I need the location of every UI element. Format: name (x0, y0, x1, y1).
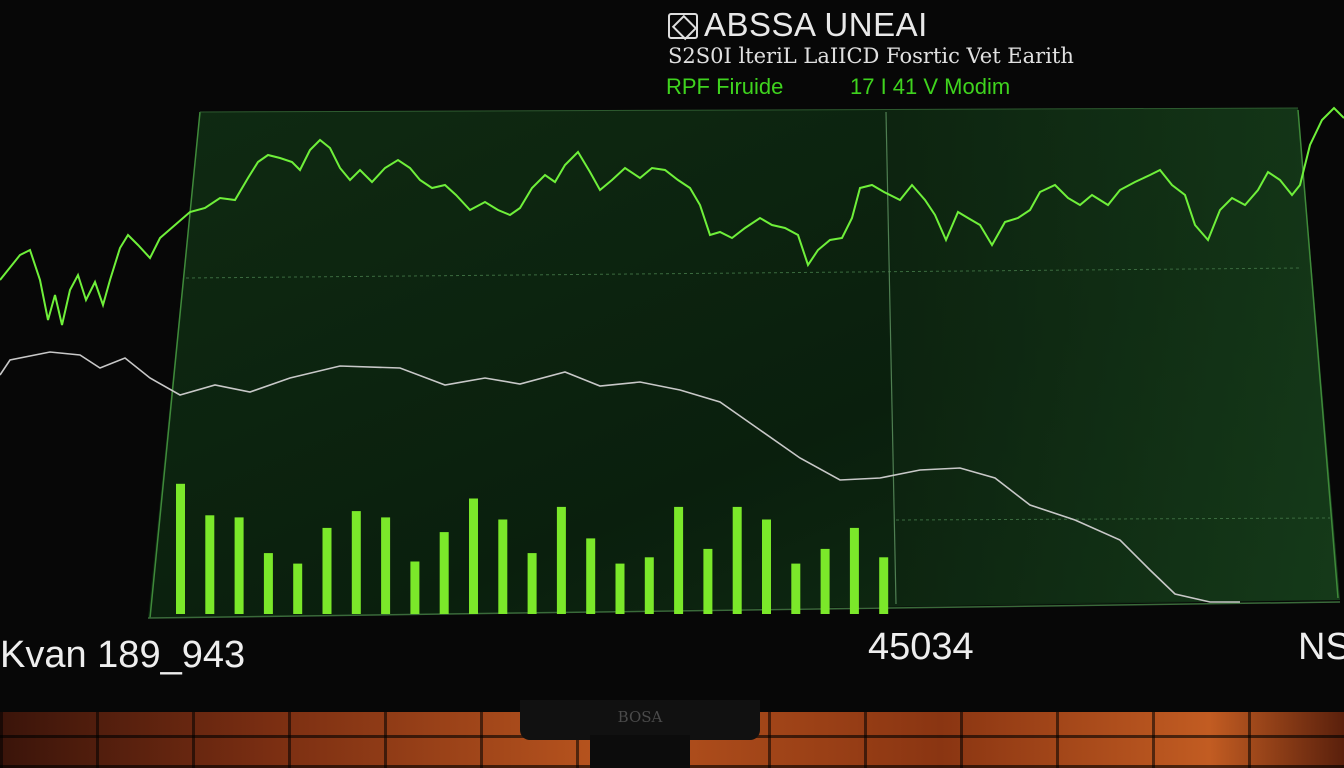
footer-center-readout: 45034 (868, 626, 974, 669)
volume-bar (498, 520, 507, 615)
volume-bar (821, 549, 830, 614)
ticker-label: RPF Firuide (666, 74, 783, 100)
volume-bar (762, 520, 771, 615)
volume-bar (469, 499, 478, 615)
volume-bar (850, 528, 859, 614)
volume-bar (440, 532, 449, 614)
stand-label: BOSA (520, 708, 760, 726)
monitor-screen: ABSSA UNEAI S2S0I lteriL LaIICD Fosrtic … (0, 0, 1344, 712)
volume-bar (176, 484, 185, 614)
volume-bar (235, 517, 244, 614)
volume-bar (264, 553, 273, 614)
volume-bar (791, 564, 800, 614)
volume-bar (645, 557, 654, 614)
volume-bar (674, 507, 683, 614)
volume-bar (352, 511, 361, 614)
chart-panel-right (888, 108, 1340, 604)
volume-bar (528, 553, 537, 614)
footer-right-readout: NS (1298, 626, 1344, 669)
stock-chart (0, 0, 1344, 712)
screen-subtitle: S2S0I lteriL LaIICD Fosrtic Vet Earith (668, 44, 1074, 68)
volume-bar (557, 507, 566, 614)
ticker-value: 17 I 41 V Modim (850, 74, 1010, 100)
volume-bar (323, 528, 332, 614)
volume-bar (381, 517, 390, 614)
footer-left-readout: Kvan 189_943 (0, 634, 245, 677)
volume-bar (586, 538, 595, 614)
brand-logo-icon (668, 13, 698, 39)
volume-bar (205, 515, 214, 614)
volume-bar (410, 562, 419, 615)
volume-bar (879, 557, 888, 614)
screen-title: ABSSA UNEAI (704, 6, 928, 44)
volume-bar (703, 549, 712, 614)
volume-bar (293, 564, 302, 614)
volume-bar (733, 507, 742, 614)
monitor-stand: BOSA (520, 700, 760, 740)
monitor-stand-neck (590, 735, 690, 768)
volume-bar (616, 564, 625, 614)
